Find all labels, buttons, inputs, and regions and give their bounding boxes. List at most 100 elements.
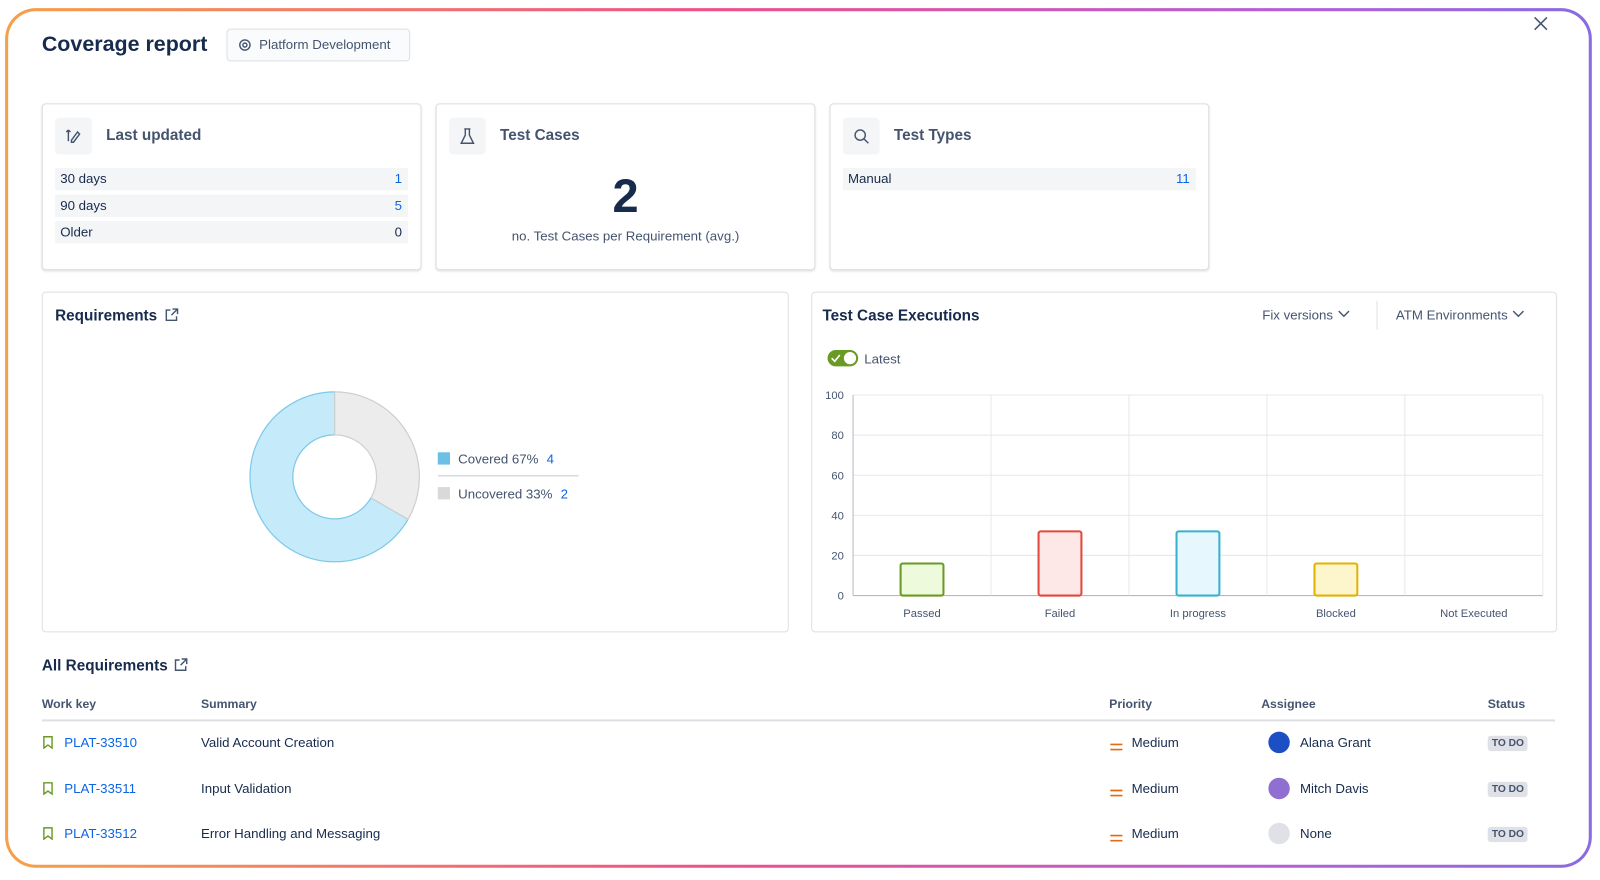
stat-row: Manual 11: [842, 167, 1196, 191]
summary: Input Validation: [201, 780, 292, 796]
legend-count: 4: [547, 452, 554, 467]
filter-dropdown[interactable]: Fix versions: [1262, 307, 1351, 322]
card-title: Test Types: [893, 126, 972, 145]
priority-icon: [1110, 738, 1123, 751]
priority-icon: [1110, 783, 1123, 796]
x-tick-label: In progress: [1170, 608, 1227, 620]
avatar: [1268, 731, 1290, 754]
test-case-count: 2: [612, 168, 639, 223]
chevron: [1512, 310, 1525, 318]
bookmark: [43, 736, 53, 750]
filter-dropdown[interactable]: ATM Environments: [1396, 307, 1526, 322]
toggle-label: Latest: [864, 350, 901, 367]
status: TO DO: [1487, 781, 1529, 797]
search-icon: [854, 129, 869, 144]
close-button[interactable]: [1534, 16, 1548, 31]
stat-label: Manual: [847, 170, 892, 187]
chevron: [1338, 310, 1350, 318]
work-key[interactable]: PLAT-33511: [64, 780, 137, 796]
priority: Medium: [1131, 780, 1179, 796]
y-tick-label: 80: [831, 430, 843, 442]
external-link-icon[interactable]: [172, 657, 188, 673]
priority-icon: [1110, 829, 1123, 842]
donut-slice: [334, 391, 420, 521]
column-header: Summary: [201, 696, 257, 712]
stat-label: 30 days: [60, 170, 107, 187]
toggle[interactable]: [827, 349, 859, 367]
legend-swatch: [437, 452, 450, 465]
work-key[interactable]: PLAT-33510: [64, 734, 138, 751]
status: TO DO: [1487, 826, 1529, 843]
y-tick-label: 20: [831, 551, 843, 563]
stat-row: Older 0: [55, 221, 409, 244]
table-title[interactable]: All Requirements: [41, 656, 168, 675]
y-tick-label: 100: [825, 390, 844, 402]
icon: [448, 117, 486, 155]
card-title: Test Cases: [499, 126, 580, 145]
stat-count: 0: [394, 224, 403, 240]
assignee: Alana Grant: [1299, 734, 1371, 751]
page-title: Coverage report: [41, 32, 208, 57]
bar: [1313, 562, 1359, 597]
stat-count[interactable]: 11: [1176, 170, 1190, 187]
assignee: Mitch Davis: [1299, 780, 1369, 796]
test-types-card: Test Types Manual 11: [829, 103, 1210, 271]
legend-label: Covered 67%: [458, 452, 538, 467]
divider: [1376, 300, 1378, 330]
y-tick-label: 40: [831, 510, 843, 522]
check-icon: [831, 354, 841, 363]
panel-title: Test Case Executions: [822, 306, 980, 325]
stat-label: Older: [60, 224, 93, 240]
gear-icon: [239, 39, 251, 51]
donut-slice: [249, 391, 409, 563]
legend-label: Uncovered 33%: [458, 486, 552, 501]
y-tick-label: 0: [838, 591, 844, 603]
caption: no. Test Cases per Requirement (avg.): [511, 228, 740, 244]
priority: Medium: [1131, 734, 1179, 751]
stat-count[interactable]: 1: [394, 170, 403, 187]
project-button[interactable]: Platform Development: [226, 28, 411, 62]
priority-medium: [1110, 743, 1123, 751]
assignee: None: [1299, 825, 1332, 842]
legend-swatch: [437, 487, 450, 500]
stat-row: 30 days 1: [55, 167, 409, 191]
edit-icon: [65, 129, 81, 143]
card-title: Last updated: [106, 126, 202, 145]
avatar: [1268, 777, 1290, 799]
y-tick-label: 60: [831, 470, 843, 482]
stat-row: 90 days 5: [55, 194, 409, 217]
requirement-icon: [43, 827, 53, 841]
priority: Medium: [1131, 825, 1179, 842]
external-link-icon[interactable]: [163, 307, 179, 323]
priority-medium: [1110, 789, 1123, 796]
bookmark: [43, 827, 53, 841]
requirement-icon: [43, 781, 53, 796]
stat-label: 90 days: [60, 197, 107, 213]
x-tick-label: Passed: [903, 608, 940, 620]
stat-count[interactable]: 5: [394, 197, 403, 213]
icon: [55, 117, 92, 155]
avatar: [1268, 822, 1290, 845]
filter-label: ATM Environments: [1395, 306, 1508, 323]
panel-title[interactable]: Requirements: [55, 306, 158, 325]
project-name: Platform Development: [259, 36, 391, 53]
bar: [1175, 530, 1221, 597]
column-header: Assignee: [1261, 696, 1316, 712]
column-header: Priority: [1109, 696, 1153, 712]
bookmark: [43, 781, 53, 796]
column-header: Work key: [41, 696, 97, 712]
header-divider: [41, 719, 1556, 722]
work-key[interactable]: PLAT-33512: [64, 825, 138, 842]
summary: Error Handling and Messaging: [201, 825, 381, 842]
x-tick-label: Blocked: [1316, 608, 1356, 620]
x-tick-label: Failed: [1045, 608, 1076, 620]
x-tick-label: Not Executed: [1440, 608, 1507, 620]
toggle-knob: [843, 352, 857, 365]
status: TO DO: [1487, 735, 1529, 752]
test-cases-card: Test Cases 2 no. Test Cases per Requirem…: [435, 103, 816, 271]
bar: [1037, 530, 1083, 597]
flask-icon: [460, 128, 475, 144]
legend-count: 2: [561, 486, 568, 501]
